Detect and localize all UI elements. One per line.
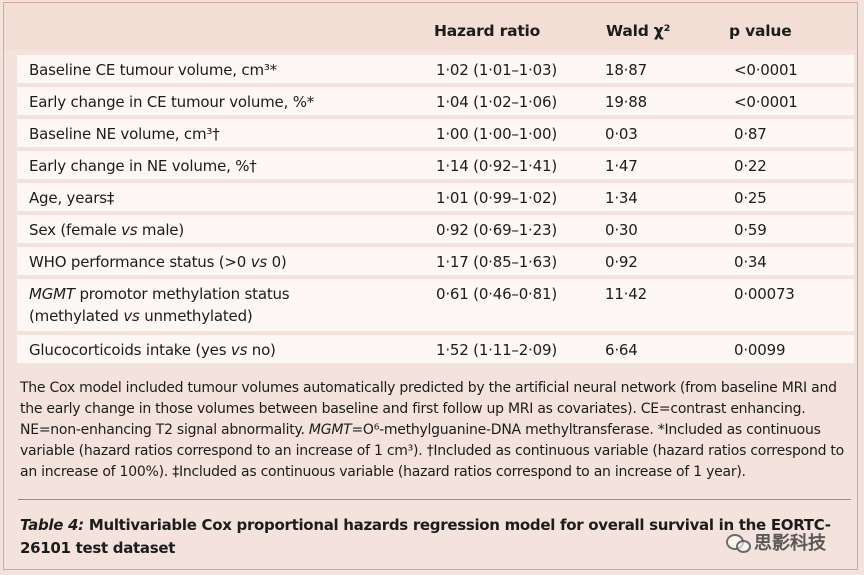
row-variable: Early change in NE volume, %† — [29, 157, 257, 175]
table-frame: Hazard ratio Wald χ² p value Baseline CE… — [3, 2, 858, 570]
row-wald: 0·92 — [605, 253, 638, 271]
table-row: WHO performance status (>0 vs 0) 1·17 (0… — [17, 247, 854, 275]
header-hazard-ratio: Hazard ratio — [434, 22, 541, 40]
variable-vs: vs — [121, 221, 138, 239]
row-wald: 0·03 — [605, 125, 638, 143]
row-p-value: 0·59 — [734, 221, 767, 239]
row-wald: 1·34 — [605, 189, 638, 207]
row-p-value: 0·0099 — [734, 341, 786, 359]
row-hazard-ratio: 1·00 (1·00–1·00) — [436, 125, 557, 143]
row-variable-line2: (methylated vs unmethylated) — [29, 305, 253, 327]
row-wald: 0·30 — [605, 221, 638, 239]
row-wald: 1·47 — [605, 157, 638, 175]
row-hazard-ratio: 0·61 (0·46–0·81) — [436, 285, 557, 303]
table-footnote: The Cox model included tumour volumes au… — [20, 378, 852, 483]
table-row: Baseline CE tumour volume, cm³* 1·02 (1·… — [17, 55, 854, 83]
row-wald: 18·87 — [605, 61, 647, 79]
table-row: Baseline NE volume, cm³† 1·00 (1·00–1·00… — [17, 119, 854, 147]
watermark-text: 思影科技 — [754, 533, 826, 554]
header-wald-chi2: Wald χ² — [606, 22, 671, 40]
row-hazard-ratio: 1·01 (0·99–1·02) — [436, 189, 557, 207]
row-p-value: <0·0001 — [734, 61, 798, 79]
wechat-icon — [726, 532, 751, 553]
table-row: Glucocorticoids intake (yes vs no) 1·52 … — [17, 335, 854, 363]
table-row: Early change in NE volume, %† 1·14 (0·92… — [17, 151, 854, 179]
variable-text: 0) — [267, 253, 287, 271]
caption-text: Multivariable Cox proportional hazards r… — [20, 516, 831, 557]
row-hazard-ratio: 1·14 (0·92–1·41) — [436, 157, 557, 175]
header-p-value: p value — [729, 22, 792, 40]
row-p-value: 0·22 — [734, 157, 767, 175]
footnote-text: The Cox model included tumour volumes au… — [20, 380, 837, 438]
variable-text: Sex (female — [29, 221, 122, 239]
footnote-text: =O⁶-methylguanine-DNA methyltransferase.… — [20, 422, 844, 480]
row-p-value: 0·34 — [734, 253, 767, 271]
caption-divider — [18, 499, 851, 500]
table-caption: Table 4: Multivariable Cox proportional … — [20, 514, 852, 560]
row-variable: Sex (female vs male) — [29, 219, 184, 241]
variable-text: no) — [247, 341, 276, 359]
table-row: Age, years‡ 1·01 (0·99–1·02) 1·34 0·25 — [17, 183, 854, 211]
row-wald: 11·42 — [605, 285, 647, 303]
table-row: Early change in CE tumour volume, %* 1·0… — [17, 87, 854, 115]
variable-vs: vs — [230, 341, 248, 359]
row-variable: Age, years‡ — [29, 189, 115, 207]
row-hazard-ratio: 1·04 (1·02–1·06) — [436, 93, 557, 111]
table-header: Hazard ratio Wald χ² p value — [4, 3, 857, 50]
variable-text: promotor methylation status — [74, 285, 290, 303]
row-hazard-ratio: 1·02 (1·01–1·03) — [436, 61, 557, 79]
row-hazard-ratio: 1·17 (0·85–1·63) — [436, 253, 557, 271]
variable-mgmt: MGMT — [29, 285, 75, 303]
row-p-value: 0·87 — [734, 125, 767, 143]
row-variable: Baseline CE tumour volume, cm³* — [29, 61, 277, 79]
row-p-value: 0·25 — [734, 189, 767, 207]
watermark: 思影科技 — [726, 527, 846, 557]
row-variable: Glucocorticoids intake (yes vs no) — [29, 339, 276, 361]
row-wald: 6·64 — [605, 341, 638, 359]
variable-text: unmethylated) — [139, 307, 253, 325]
variable-text: WHO performance status (>0 — [29, 253, 251, 271]
row-hazard-ratio: 1·52 (1·11–2·09) — [436, 341, 557, 359]
caption-label: Table 4: — [20, 516, 84, 534]
row-variable: Early change in CE tumour volume, %* — [29, 93, 315, 111]
table-row: MGMT promotor methylation status (methyl… — [17, 279, 854, 331]
row-p-value: 0·00073 — [734, 285, 795, 303]
table-row: Sex (female vs male) 0·92 (0·69–1·23) 0·… — [17, 215, 854, 243]
row-p-value: <0·0001 — [734, 93, 798, 111]
variable-text: male) — [137, 221, 184, 239]
variable-vs: vs — [123, 307, 140, 325]
variable-vs: vs — [250, 253, 268, 271]
footnote-mgmt: MGMT — [308, 422, 352, 438]
row-variable: Baseline NE volume, cm³† — [29, 125, 220, 143]
row-variable: WHO performance status (>0 vs 0) — [29, 251, 287, 273]
variable-text: Glucocorticoids intake (yes — [29, 341, 231, 359]
variable-text: (methylated — [29, 307, 124, 325]
row-hazard-ratio: 0·92 (0·69–1·23) — [436, 221, 557, 239]
row-variable-line1: MGMT promotor methylation status — [29, 283, 290, 305]
row-wald: 19·88 — [605, 93, 647, 111]
